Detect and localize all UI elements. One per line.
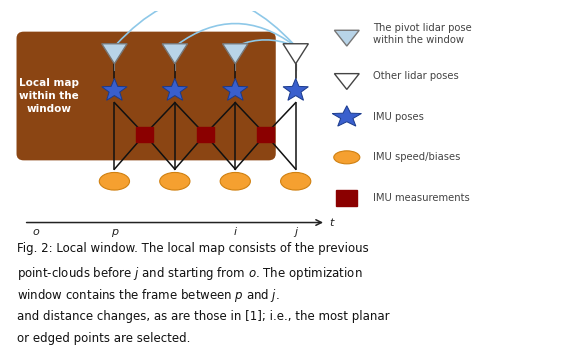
Text: IMU speed/biases: IMU speed/biases <box>373 153 460 162</box>
Ellipse shape <box>99 173 130 190</box>
Bar <box>197 127 214 142</box>
Text: i: i <box>233 227 237 237</box>
Ellipse shape <box>334 151 360 164</box>
Polygon shape <box>223 78 248 100</box>
FancyArrowPatch shape <box>177 24 293 45</box>
Text: IMU measurements: IMU measurements <box>373 193 470 203</box>
Polygon shape <box>283 78 309 100</box>
Bar <box>257 127 274 142</box>
Text: Other lidar poses: Other lidar poses <box>373 71 459 81</box>
Polygon shape <box>283 44 309 64</box>
Ellipse shape <box>220 173 250 190</box>
Polygon shape <box>332 106 362 126</box>
Polygon shape <box>162 78 187 100</box>
Ellipse shape <box>281 173 311 190</box>
Text: o: o <box>33 227 39 237</box>
Polygon shape <box>162 44 187 64</box>
FancyArrowPatch shape <box>238 40 293 45</box>
Polygon shape <box>102 78 127 100</box>
Bar <box>336 190 358 206</box>
Polygon shape <box>102 44 127 64</box>
Polygon shape <box>334 74 359 90</box>
Text: t: t <box>329 218 333 228</box>
Text: window contains the frame between $p$ and $j$.: window contains the frame between $p$ an… <box>17 287 280 304</box>
Ellipse shape <box>160 173 190 190</box>
Polygon shape <box>223 44 248 64</box>
Text: or edged points are selected.: or edged points are selected. <box>17 333 190 345</box>
Text: and distance changes, as are those in [1]; i.e., the most planar: and distance changes, as are those in [1… <box>17 310 390 323</box>
Text: p: p <box>111 227 118 237</box>
Bar <box>136 127 153 142</box>
Text: j: j <box>294 227 297 237</box>
Text: Local map
within the
window: Local map within the window <box>19 78 79 114</box>
Polygon shape <box>334 30 359 46</box>
Text: within the window: within the window <box>373 35 464 45</box>
FancyArrowPatch shape <box>116 0 294 44</box>
Text: point-clouds before $j$ and starting from $o$. The optimization: point-clouds before $j$ and starting fro… <box>17 265 363 282</box>
FancyBboxPatch shape <box>16 32 276 160</box>
Text: The pivot lidar pose: The pivot lidar pose <box>373 23 472 33</box>
Text: IMU poses: IMU poses <box>373 112 424 122</box>
Text: Fig. 2: Local window. The local map consists of the previous: Fig. 2: Local window. The local map cons… <box>17 242 369 255</box>
